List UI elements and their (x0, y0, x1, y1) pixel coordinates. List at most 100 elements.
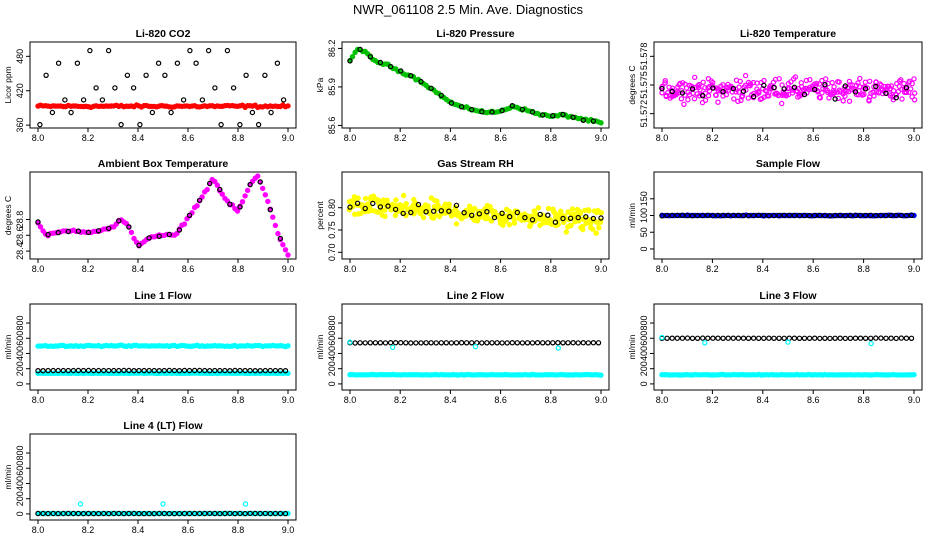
data-point (801, 212, 808, 219)
data-point (725, 212, 731, 219)
data-point (252, 368, 258, 374)
data-point (705, 335, 711, 341)
data-point (247, 367, 253, 374)
data-point (196, 197, 203, 204)
data-point (418, 78, 424, 85)
y-tick-label: 150 (639, 191, 649, 206)
data-point (781, 86, 787, 92)
data-point (903, 84, 910, 91)
data-point (558, 208, 564, 214)
data-point (95, 367, 102, 374)
data-point (68, 109, 74, 116)
data-point (168, 109, 174, 116)
data-point (514, 209, 521, 216)
data-point (859, 92, 866, 98)
data-point (267, 367, 273, 374)
data-point (222, 510, 228, 517)
data-point (390, 344, 396, 351)
data-point (267, 206, 273, 213)
data-point (75, 228, 82, 234)
data-point (181, 367, 188, 374)
data-point (580, 117, 587, 124)
data-point (837, 335, 843, 341)
panel-title: Line 4 (LT) Flow (123, 420, 203, 432)
data-point (569, 206, 576, 212)
data-point (488, 218, 495, 224)
data-point (65, 367, 72, 374)
data-point (242, 510, 248, 517)
data-point (438, 92, 444, 99)
data-point (692, 74, 698, 81)
data-point (431, 208, 437, 214)
data-point (674, 212, 681, 219)
data-point (37, 224, 44, 230)
data-point (234, 208, 241, 214)
data-point (867, 78, 873, 85)
data-point (812, 335, 818, 341)
data-point (819, 90, 825, 96)
data-point (347, 339, 353, 345)
data-point (355, 195, 361, 201)
data-point (408, 72, 414, 79)
data-point (469, 106, 475, 113)
data-point (105, 367, 112, 374)
data-point (244, 187, 251, 194)
data-point (155, 60, 162, 66)
data-point (846, 78, 853, 85)
data-point (766, 335, 772, 341)
x-tick-label: 9.0 (595, 133, 608, 143)
data-point (858, 91, 865, 97)
data-point (217, 186, 223, 193)
data-point (161, 510, 167, 517)
panel-title: Line 2 Flow (447, 290, 505, 302)
data-point (247, 510, 253, 517)
data-point (862, 335, 869, 341)
data-point (540, 112, 546, 118)
data-point (463, 340, 470, 346)
data-point (694, 212, 701, 219)
data-point (911, 372, 917, 378)
data-point (105, 47, 112, 54)
series-co2 (35, 102, 291, 111)
y-axis-label: Licor ppm (3, 66, 13, 103)
x-tick-label: 9.0 (908, 133, 921, 143)
x-tick-label: 8.0 (344, 264, 357, 274)
x-tick-label: 9.0 (282, 133, 295, 143)
data-point (738, 97, 744, 104)
data-point (823, 76, 829, 82)
series-line4-black (35, 510, 289, 517)
data-point (116, 218, 122, 224)
data-point (659, 90, 665, 96)
data-point (595, 340, 602, 346)
data-point (756, 90, 762, 96)
data-point (180, 97, 187, 103)
data-point (74, 60, 81, 66)
data-point (491, 214, 498, 221)
data-point (750, 93, 757, 100)
data-point (742, 72, 749, 79)
y-tick-label: 0.80 (327, 199, 337, 217)
data-point (685, 96, 691, 103)
data-point (776, 212, 782, 219)
x-tick-label: 8.2 (706, 264, 719, 274)
data-point (873, 212, 879, 219)
data-point (347, 204, 353, 210)
data-point (785, 339, 791, 345)
data-point (392, 206, 399, 213)
data-point (126, 367, 132, 374)
data-point (715, 335, 721, 341)
data-point (282, 510, 289, 517)
x-tick-label: 8.2 (706, 133, 719, 143)
data-point (116, 510, 122, 517)
data-point (908, 335, 915, 341)
data-point (285, 343, 291, 349)
data-point (131, 510, 137, 517)
panel-title: Gas Stream RH (437, 158, 513, 170)
data-point (720, 335, 726, 341)
data-point (831, 90, 838, 96)
x-tick-label: 8.2 (706, 395, 719, 405)
data-point (242, 193, 248, 199)
data-point (781, 335, 787, 341)
series-temperature-ref (659, 81, 910, 102)
data-point (883, 90, 889, 97)
